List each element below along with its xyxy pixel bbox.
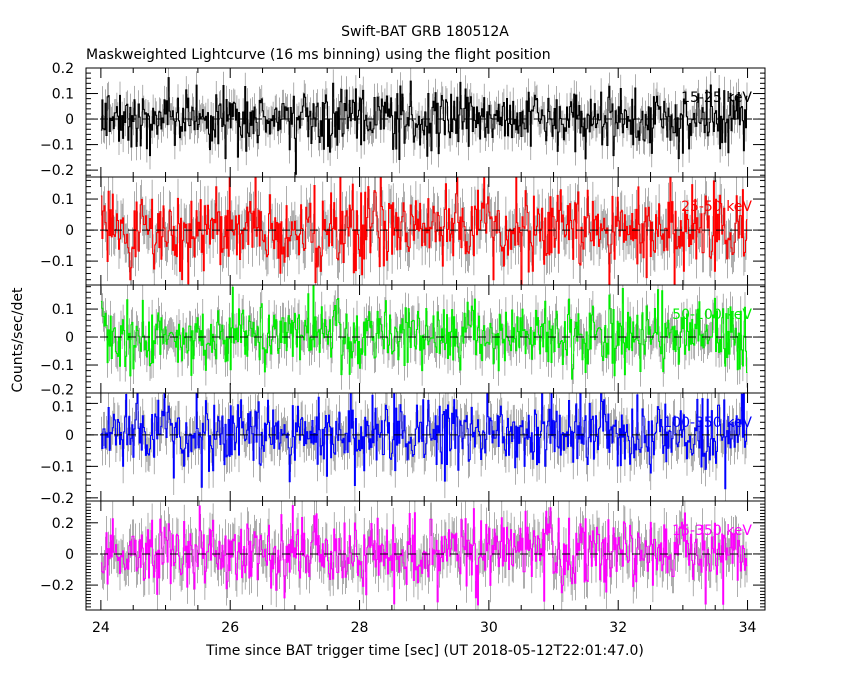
y-tick-label: 0 xyxy=(65,330,74,346)
y-tick-label: 0 xyxy=(65,428,74,444)
y-tick-label: 0.2 xyxy=(52,61,74,77)
series-line xyxy=(100,392,748,490)
panel-1: −0.1 0 0.1 25-50 keV xyxy=(40,176,766,286)
y-tick-label: −0.1 xyxy=(40,254,74,270)
series-line xyxy=(100,284,748,380)
y-tick-label: 0.1 xyxy=(52,192,74,208)
x-tick-label: 26 xyxy=(221,620,239,636)
x-tick-label: 34 xyxy=(739,620,757,636)
panel-2: −0.2 −0.1 0 0.1 50-100 keV xyxy=(40,284,766,399)
band-label: 25-50 keV xyxy=(681,199,752,215)
y-tick-label: −0.2 xyxy=(40,163,74,179)
x-tick-label: 32 xyxy=(609,620,627,636)
series-line xyxy=(100,505,748,606)
y-tick-label: 0 xyxy=(65,547,74,563)
series-line xyxy=(100,77,748,175)
band-label: 15-350 keV xyxy=(672,523,752,539)
y-tick-label: 0.1 xyxy=(52,302,74,318)
panel-frame xyxy=(85,500,766,611)
chart-subtitle: Maskweighted Lightcurve (16 ms binning) … xyxy=(86,47,551,63)
band-label: 15-25 keV xyxy=(681,90,752,106)
x-tick-label: 28 xyxy=(351,620,369,636)
band-label: 100-350 keV xyxy=(663,415,752,431)
panel-3: −0.2 −0.1 0 0.1 100-350 keV xyxy=(40,392,766,507)
y-tick-label: −0.2 xyxy=(40,383,74,399)
y-tick-label: 0 xyxy=(65,112,74,128)
y-tick-label: −0.1 xyxy=(40,138,74,154)
panel-4: −0.2 0 0.2 15-350 keV xyxy=(40,500,766,611)
chart-title: Swift-BAT GRB 180512A xyxy=(341,24,509,40)
y-tick-label: 0 xyxy=(65,223,74,239)
series-line xyxy=(100,176,748,286)
x-tick-label: 24 xyxy=(92,620,110,636)
y-tick-label: 0.1 xyxy=(52,400,74,416)
y-tick-label: 0.1 xyxy=(52,87,74,103)
band-label: 50-100 keV xyxy=(672,307,752,323)
panel-0: −0.2 −0.1 0 0.1 0.2 15-25 keV xyxy=(40,61,766,179)
x-axis-label: Time since BAT trigger time [sec] (UT 20… xyxy=(205,643,644,659)
y-tick-label: −0.1 xyxy=(40,459,74,475)
x-tick-label: 30 xyxy=(480,620,498,636)
y-tick-label: −0.1 xyxy=(40,358,74,374)
y-tick-label: −0.2 xyxy=(40,491,74,507)
y-tick-label: 0.2 xyxy=(52,516,74,532)
y-tick-label: −0.2 xyxy=(40,578,74,594)
y-axis-label: Counts/sec/det xyxy=(10,287,26,392)
